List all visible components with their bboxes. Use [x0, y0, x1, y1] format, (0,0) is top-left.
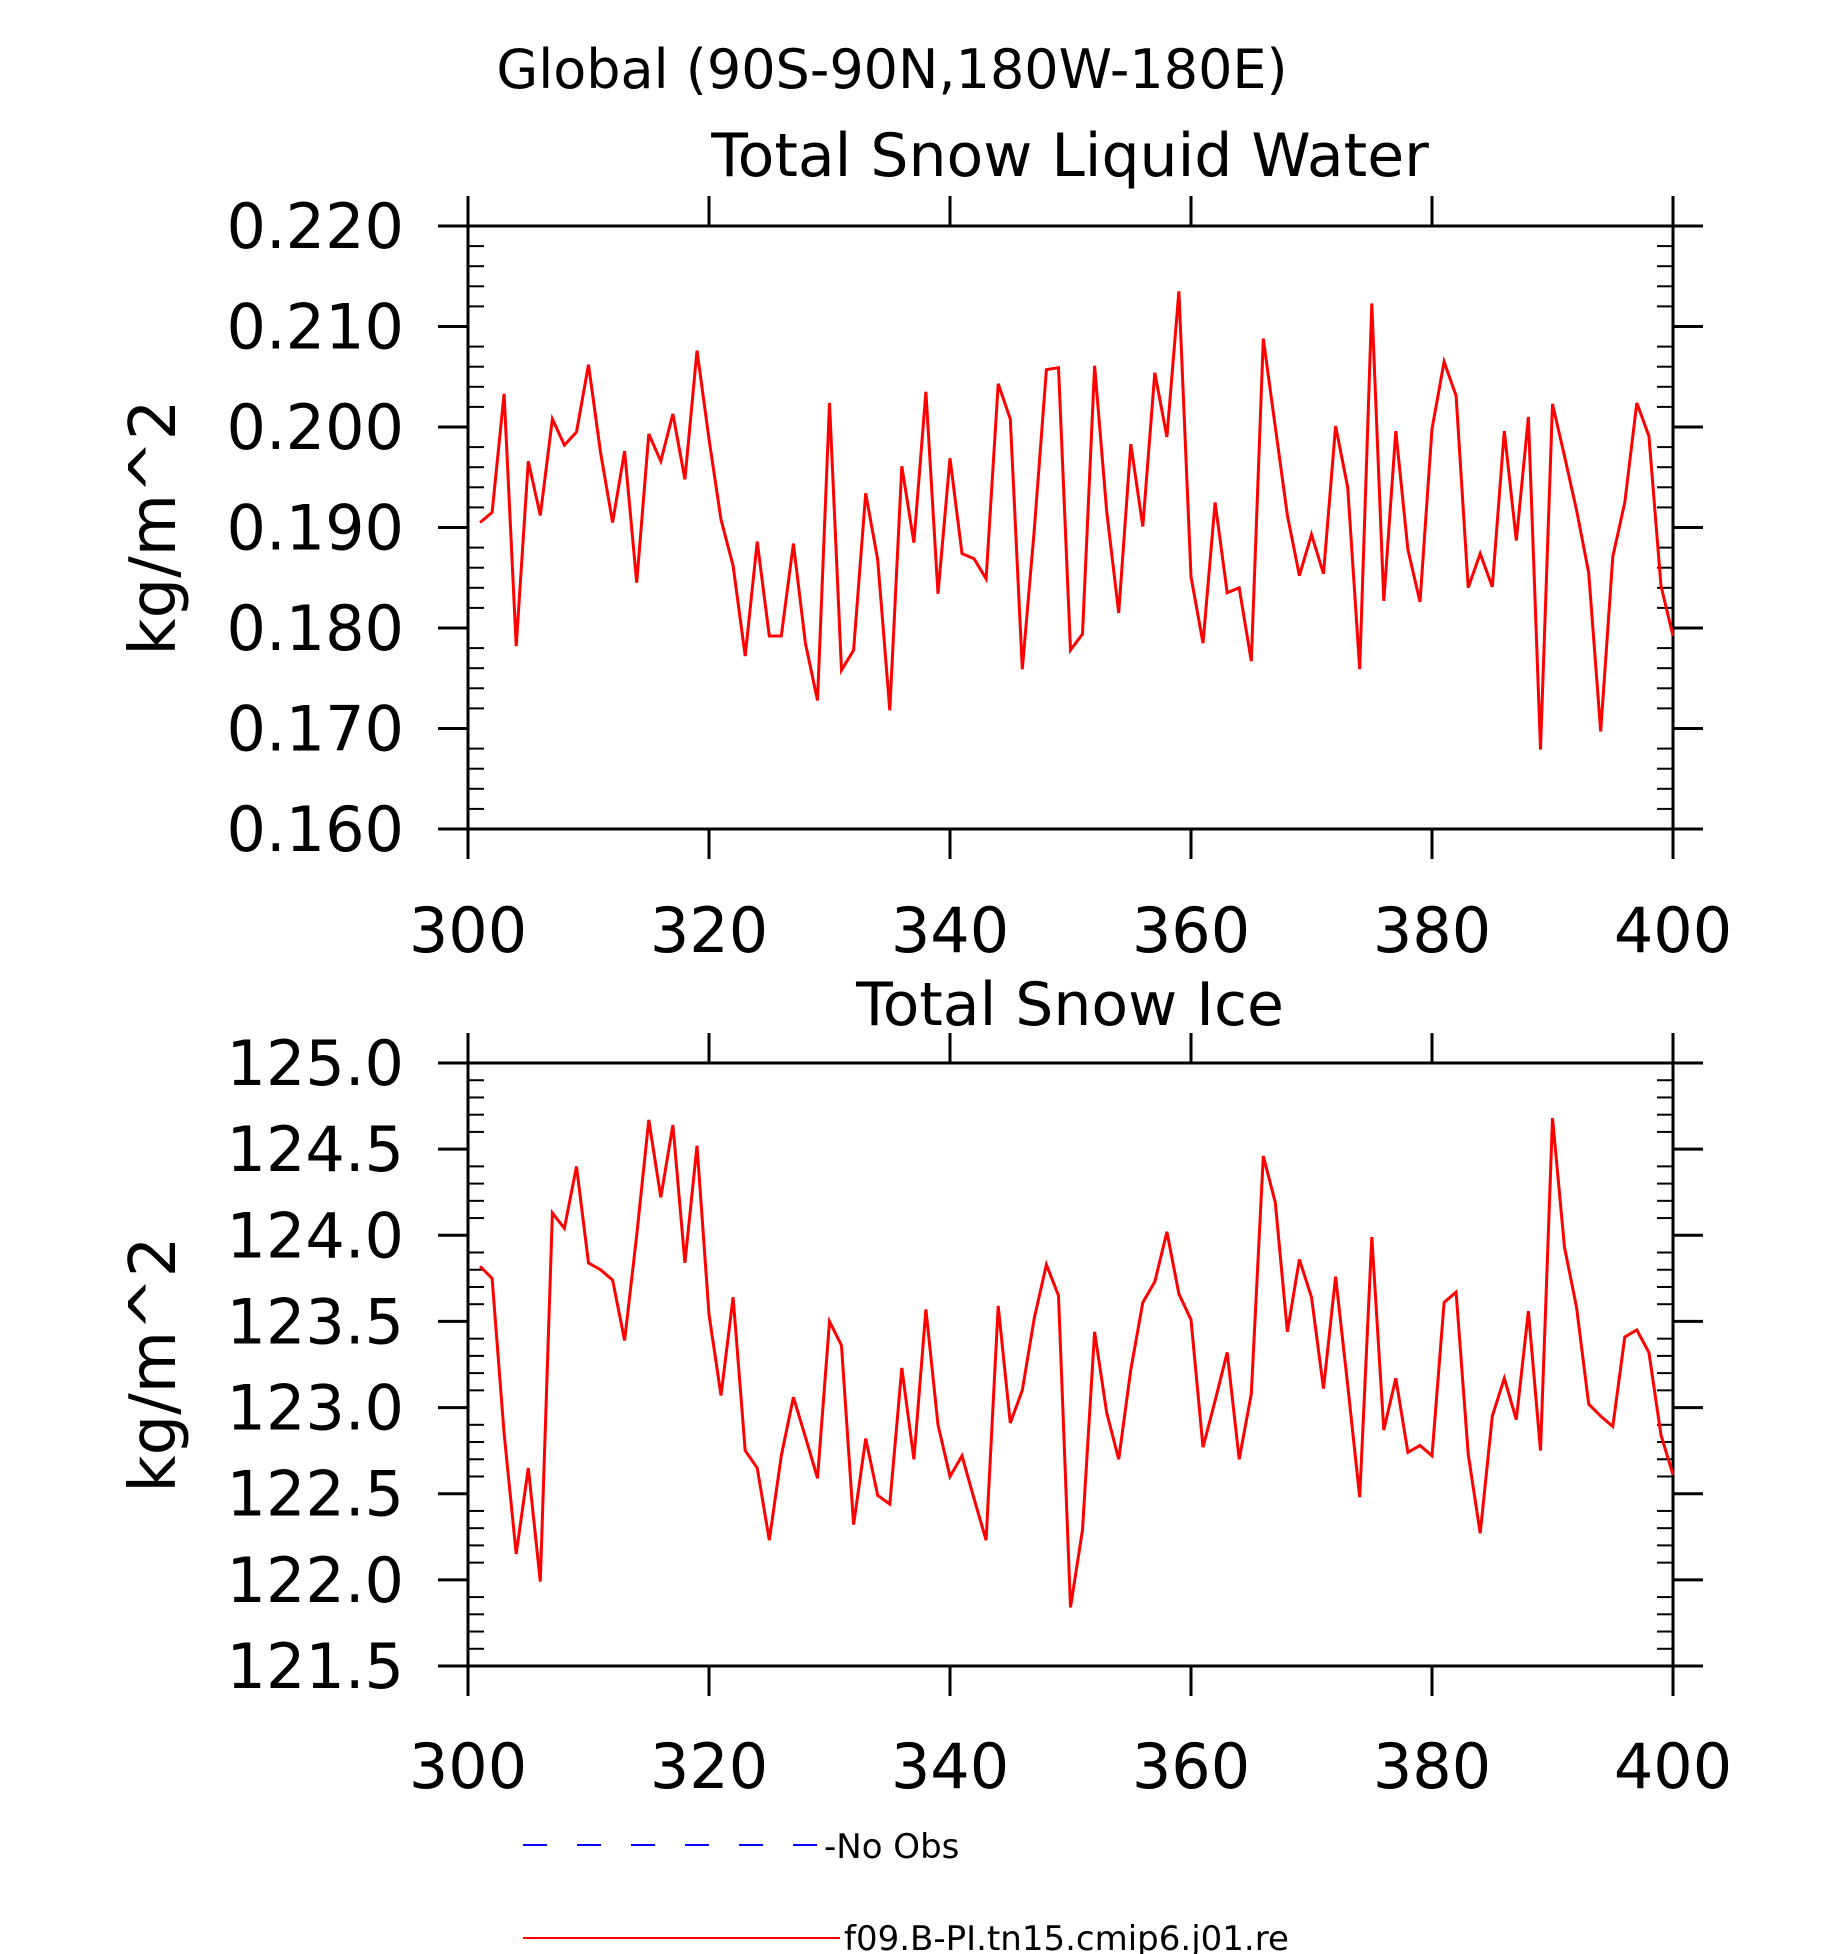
y-tick-label: 0.160 [227, 793, 405, 866]
y-tick-label: 123.5 [227, 1285, 405, 1358]
x-tick-label: 400 [1614, 894, 1732, 967]
series-line [479, 291, 1675, 750]
y-tick-label: 122.0 [227, 1544, 405, 1617]
x-tick-label: 400 [1614, 1730, 1732, 1803]
legend-label-model-run: f09.B-PI.tn15.cmip6.j01.re [844, 1919, 1289, 1954]
y-tick-label: 124.5 [227, 1113, 405, 1186]
plot-frame-bottom [466, 1061, 1675, 1668]
y-tick-label: 0.170 [227, 693, 405, 766]
y-tick-label: 0.180 [227, 592, 405, 665]
y-tick-label: 0.220 [227, 190, 405, 263]
legend: -No Obs f09.B-PI.tn15.cmip6.j01.re [523, 1827, 1289, 1954]
y-axis-label: kg/m^2 [117, 1237, 191, 1493]
y-axis-label: kg/m^2 [117, 400, 191, 656]
x-tick-label: 360 [1132, 1730, 1250, 1803]
x-tick-label: 340 [891, 1730, 1009, 1803]
x-tick-label: 300 [409, 894, 527, 967]
y-tick-label: 122.5 [227, 1458, 405, 1531]
chart-panel-top: 300 320 340 360 380 400 0.160 0.170 0.180 0.190 0.… [117, 121, 1732, 967]
x-tick-label: 380 [1373, 894, 1491, 967]
figure-supertitle: Global (90S-90N,180W-180E) [496, 38, 1287, 101]
y-tick-label: 123.0 [227, 1372, 405, 1445]
plot-frame-top [466, 224, 1675, 831]
y-tick-label: 125.0 [227, 1027, 405, 1100]
y-tick-label: 0.190 [227, 492, 405, 565]
chart-panel-bottom: 300 320 340 360 380 400 121.5 122.0 122.5 123.0 12… [117, 970, 1732, 1803]
x-tick-label: 340 [891, 894, 1009, 967]
x-tick-label: 320 [650, 894, 768, 967]
panel-title: Total Snow Liquid Water [710, 121, 1429, 191]
panel-title: Total Snow Ice [855, 970, 1284, 1040]
series-line [479, 1117, 1675, 1608]
x-tick-label: 380 [1373, 1730, 1491, 1803]
y-tick-label: 121.5 [227, 1630, 405, 1703]
y-tick-label: 0.200 [227, 391, 405, 464]
legend-label-no-obs: -No Obs [824, 1827, 959, 1867]
y-tick-label: 0.210 [227, 291, 405, 364]
x-tick-label: 320 [650, 1730, 768, 1803]
x-tick-label: 360 [1132, 894, 1250, 967]
y-tick-label: 124.0 [227, 1199, 405, 1272]
x-tick-label: 300 [409, 1730, 527, 1803]
